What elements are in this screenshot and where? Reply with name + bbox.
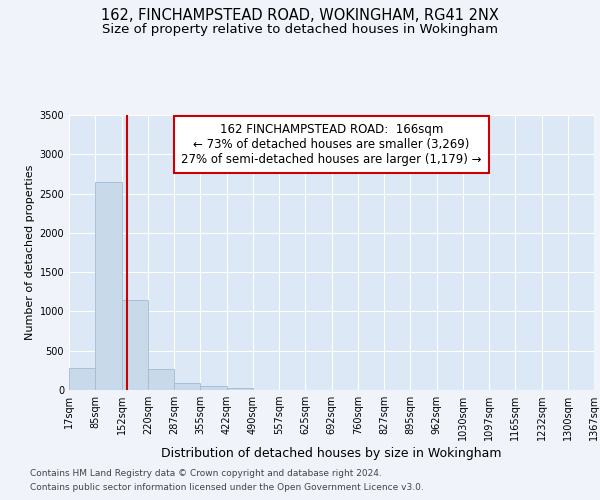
Bar [121,300,148,390]
Bar [227,388,253,390]
Text: 162 FINCHAMPSTEAD ROAD:  166sqm
← 73% of detached houses are smaller (3,269)
27%: 162 FINCHAMPSTEAD ROAD: 166sqm ← 73% of … [181,123,482,166]
Bar [174,382,200,390]
Text: Contains public sector information licensed under the Open Government Licence v3: Contains public sector information licen… [30,484,424,492]
Bar [95,182,121,390]
Text: Size of property relative to detached houses in Wokingham: Size of property relative to detached ho… [102,22,498,36]
Bar [69,368,95,390]
Bar [148,369,174,390]
Text: 162, FINCHAMPSTEAD ROAD, WOKINGHAM, RG41 2NX: 162, FINCHAMPSTEAD ROAD, WOKINGHAM, RG41… [101,8,499,22]
X-axis label: Distribution of detached houses by size in Wokingham: Distribution of detached houses by size … [161,448,502,460]
Bar [200,386,227,390]
Text: Contains HM Land Registry data © Crown copyright and database right 2024.: Contains HM Land Registry data © Crown c… [30,468,382,477]
Y-axis label: Number of detached properties: Number of detached properties [25,165,35,340]
